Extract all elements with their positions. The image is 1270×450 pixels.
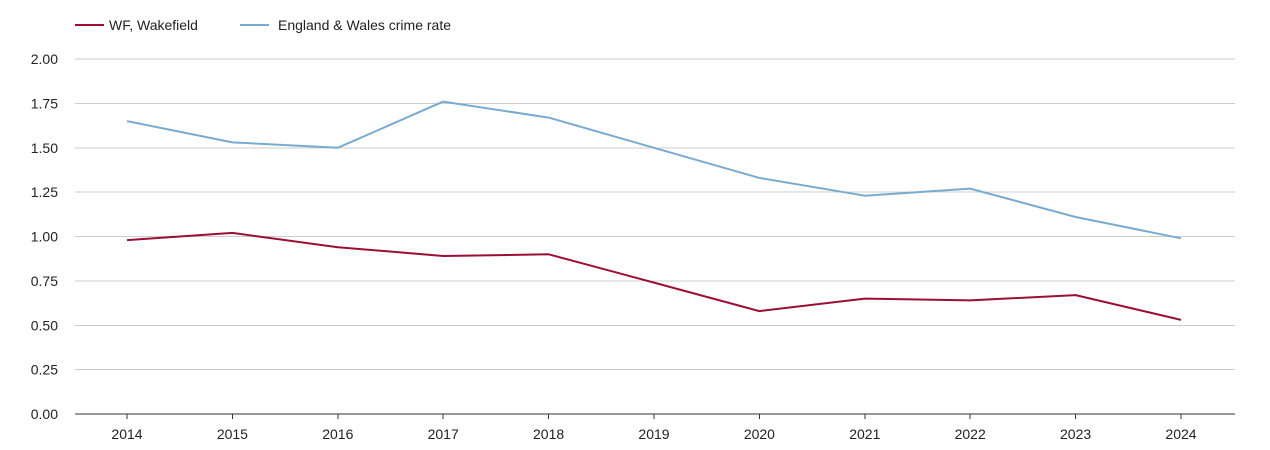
legend: WF, Wakefield England & Wales crime rate: [75, 17, 451, 33]
y-tick-label: 1.00: [31, 229, 58, 245]
series-lines: [126, 100, 1182, 321]
grid: [75, 58, 1235, 415]
y-tick-label: 0.75: [31, 273, 58, 289]
y-tick-label: 1.25: [31, 184, 58, 200]
x-tick-label: 2019: [638, 426, 669, 442]
x-tick-label: 2014: [111, 426, 142, 442]
x-tick-label: 2024: [1165, 426, 1196, 442]
series-line-wf-wakefield: [126, 231, 1182, 321]
y-tick-label: 0.50: [31, 317, 58, 333]
y-tick-label: 0.25: [31, 362, 58, 378]
series-line-england-wales: [126, 100, 1182, 240]
x-tick-label: 2021: [849, 426, 880, 442]
legend-label: England & Wales crime rate: [278, 17, 451, 33]
y-tick-label: 0.00: [31, 406, 58, 422]
x-tick-label: 2022: [955, 426, 986, 442]
x-tick-label: 2018: [533, 426, 564, 442]
x-tick-label: 2017: [428, 426, 459, 442]
x-tick-label: 2023: [1060, 426, 1091, 442]
y-tick-label: 1.75: [31, 95, 58, 111]
x-tick-label: 2020: [744, 426, 775, 442]
x-tick-label: 2015: [217, 426, 248, 442]
axes: 0.00 0.25 0.50 0.75 1.00 1.25 1.50 1.75 2.00 2014…: [31, 51, 1197, 442]
x-tick-label: 2016: [322, 426, 353, 442]
y-tick-label: 1.50: [31, 140, 58, 156]
legend-item[interactable]: WF, Wakefield: [75, 17, 198, 33]
legend-label: WF, Wakefield: [109, 17, 198, 33]
y-tick-label: 2.00: [31, 51, 58, 67]
legend-item[interactable]: England & Wales crime rate: [240, 17, 451, 33]
